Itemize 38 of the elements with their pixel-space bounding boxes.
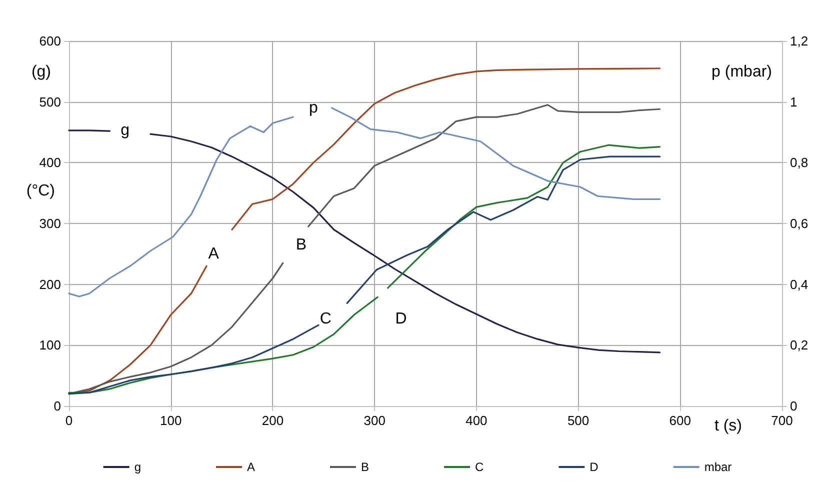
legend-label: B (361, 460, 370, 474)
y2-tick-label: 1,2 (790, 34, 808, 48)
x-tick-label: 700 (771, 413, 793, 428)
legend-label: g (134, 460, 142, 474)
y2-tick-label: 0,6 (790, 216, 808, 231)
annotation: B (296, 236, 307, 254)
legend-label: mbar (704, 460, 732, 474)
x-axis-title: t (s) (714, 418, 742, 434)
y2-tick-label: 1 (790, 94, 798, 110)
annotation: p (309, 99, 318, 116)
y2-tick-label: 0,2 (790, 338, 808, 353)
y2-tick-label: 0,8 (790, 155, 808, 170)
x-tick-label: 0 (65, 413, 73, 428)
y-tick-label: 300 (39, 216, 61, 231)
x-tick-label: 500 (567, 413, 590, 428)
x-tick-label: 300 (364, 413, 386, 428)
y2-tick-label: 0,4 (790, 276, 808, 292)
y-tick-label: 600 (39, 34, 61, 48)
y-tick-label: 200 (39, 276, 61, 292)
legend-label: D (590, 460, 599, 474)
annotation: D (395, 310, 407, 328)
y-tick-label: 0 (54, 398, 61, 414)
legend-label: C (475, 460, 484, 474)
y-tick-label: 100 (39, 338, 61, 353)
y-tick-label: 400 (39, 155, 61, 170)
x-tick-label: 600 (669, 413, 691, 428)
x-tick-label: 400 (466, 413, 488, 428)
y-tick-label: 500 (39, 94, 61, 110)
y2-tick-label: 0 (790, 398, 798, 414)
annotation: A (208, 245, 220, 262)
legend-label: A (246, 460, 256, 474)
text: (°C) (26, 182, 55, 200)
x-tick-label: 100 (160, 413, 182, 428)
annotation: C (320, 310, 332, 328)
annotation: g (120, 122, 130, 139)
x-tick-label: 200 (262, 413, 284, 428)
y2-axis-title: p (mbar) (712, 64, 772, 80)
y-axis-title: (g) (31, 64, 51, 80)
